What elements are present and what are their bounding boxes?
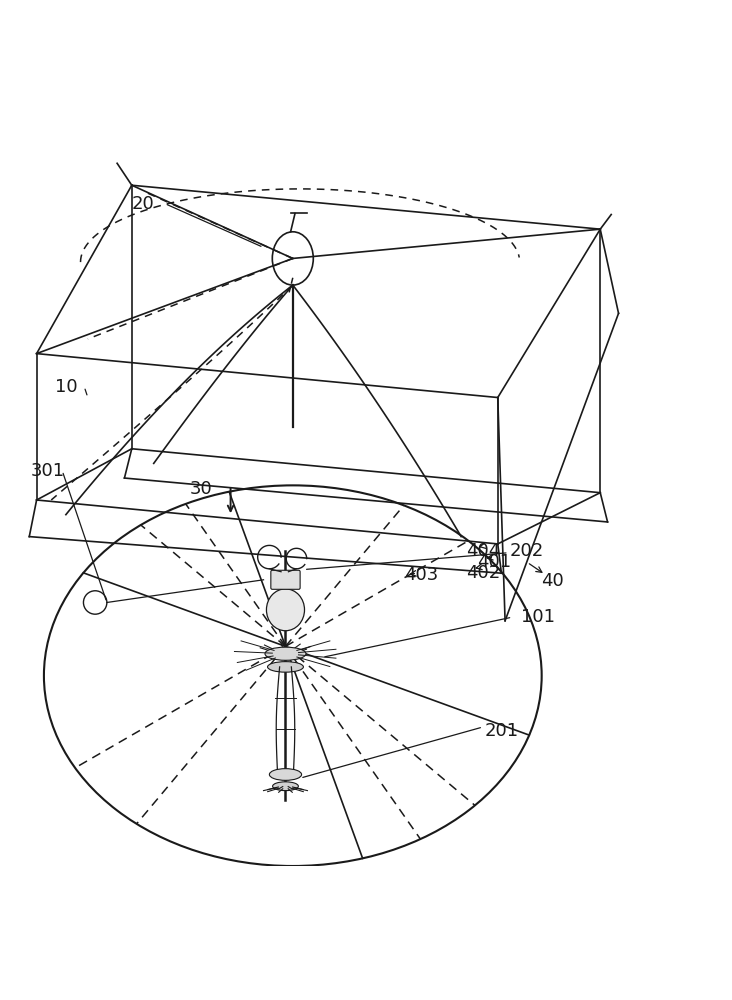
Text: 40: 40 — [541, 572, 564, 590]
Ellipse shape — [272, 782, 299, 791]
Ellipse shape — [266, 589, 305, 631]
Ellipse shape — [267, 662, 303, 672]
Text: 401: 401 — [477, 553, 511, 571]
Text: 20: 20 — [131, 195, 154, 213]
Text: 301: 301 — [31, 462, 64, 480]
Text: 101: 101 — [521, 608, 555, 626]
Text: 402: 402 — [466, 564, 500, 582]
Text: 30: 30 — [190, 480, 213, 498]
Text: 404: 404 — [466, 542, 500, 560]
Text: 201: 201 — [485, 722, 518, 740]
Ellipse shape — [269, 769, 302, 780]
Text: 202: 202 — [510, 542, 544, 560]
Text: 10: 10 — [55, 378, 77, 396]
FancyBboxPatch shape — [271, 570, 300, 589]
Ellipse shape — [265, 647, 306, 660]
Text: 403: 403 — [404, 566, 438, 584]
